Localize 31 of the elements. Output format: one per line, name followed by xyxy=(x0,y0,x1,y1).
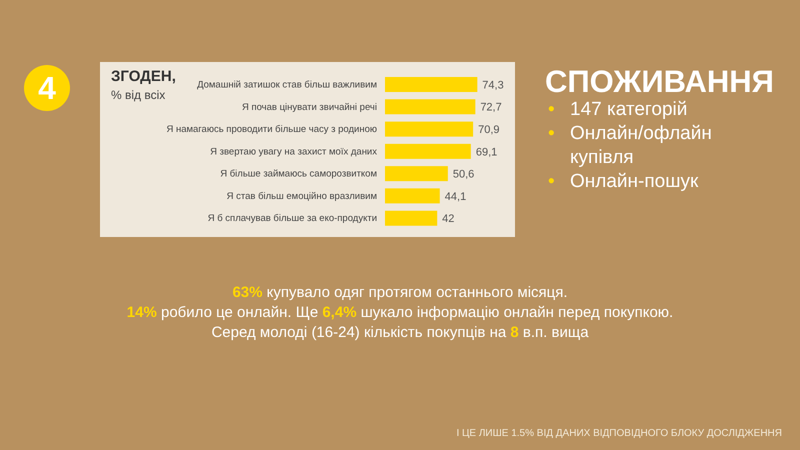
y-tick-label: Я більше займаюсь саморозвитком xyxy=(220,168,377,180)
text: % від всіх xyxy=(111,88,166,102)
y-tick-label: Я звертаю увагу на захист моїх даних xyxy=(210,146,378,158)
y-tick-label: Я почав цінувати звичайні речі xyxy=(242,102,377,113)
bar xyxy=(385,77,478,92)
text: 63% купувало одяг протягом останнього місяця. xyxy=(232,284,568,301)
bar xyxy=(385,122,474,137)
data-label: 72,7 xyxy=(480,102,502,114)
y-tick-label: Домашній затишок став більш важливим xyxy=(197,80,377,91)
bar xyxy=(385,144,471,159)
data-label: 74,3 xyxy=(482,79,504,92)
bar xyxy=(385,99,476,114)
y-tick-label: Я намагаюсь проводити більше часу з родиною xyxy=(166,124,377,136)
y-tick-label: Я б сплачував більше за еко-продукти xyxy=(208,213,377,224)
text: Серед молоді (16-24) кількість покупців на 8 в.п. вища xyxy=(211,324,589,341)
data-label: 42 xyxy=(442,213,454,226)
data-label: 69,1 xyxy=(476,146,498,158)
data-label: 70,9 xyxy=(478,124,500,136)
data-label: 50,6 xyxy=(452,168,474,181)
text: І ЦЕ ЛИШЕ 1.5% ВІД ДАНИХ ВІДПОВІДНОГО БЛОКУ ДОСЛІДЖЕННЯ xyxy=(456,428,782,439)
text: • Онлайн/офлайн купівля xyxy=(548,122,713,170)
text: • Онлайн-пошук xyxy=(548,170,698,194)
bar xyxy=(385,188,440,204)
bar xyxy=(385,210,438,226)
y-tick-label: Я став більш емоційно вразливим xyxy=(226,190,377,202)
data-label: 44,1 xyxy=(444,190,466,203)
text: ЗГОДЕН, xyxy=(111,68,176,85)
bar xyxy=(385,166,448,182)
text: 14% робило це онлайн. Ще 6,4% шукало інформацію онлайн перед покупкою. xyxy=(126,304,674,321)
text: • 147 категорій xyxy=(548,98,688,122)
text: СПОЖИВАННЯ xyxy=(545,64,774,100)
